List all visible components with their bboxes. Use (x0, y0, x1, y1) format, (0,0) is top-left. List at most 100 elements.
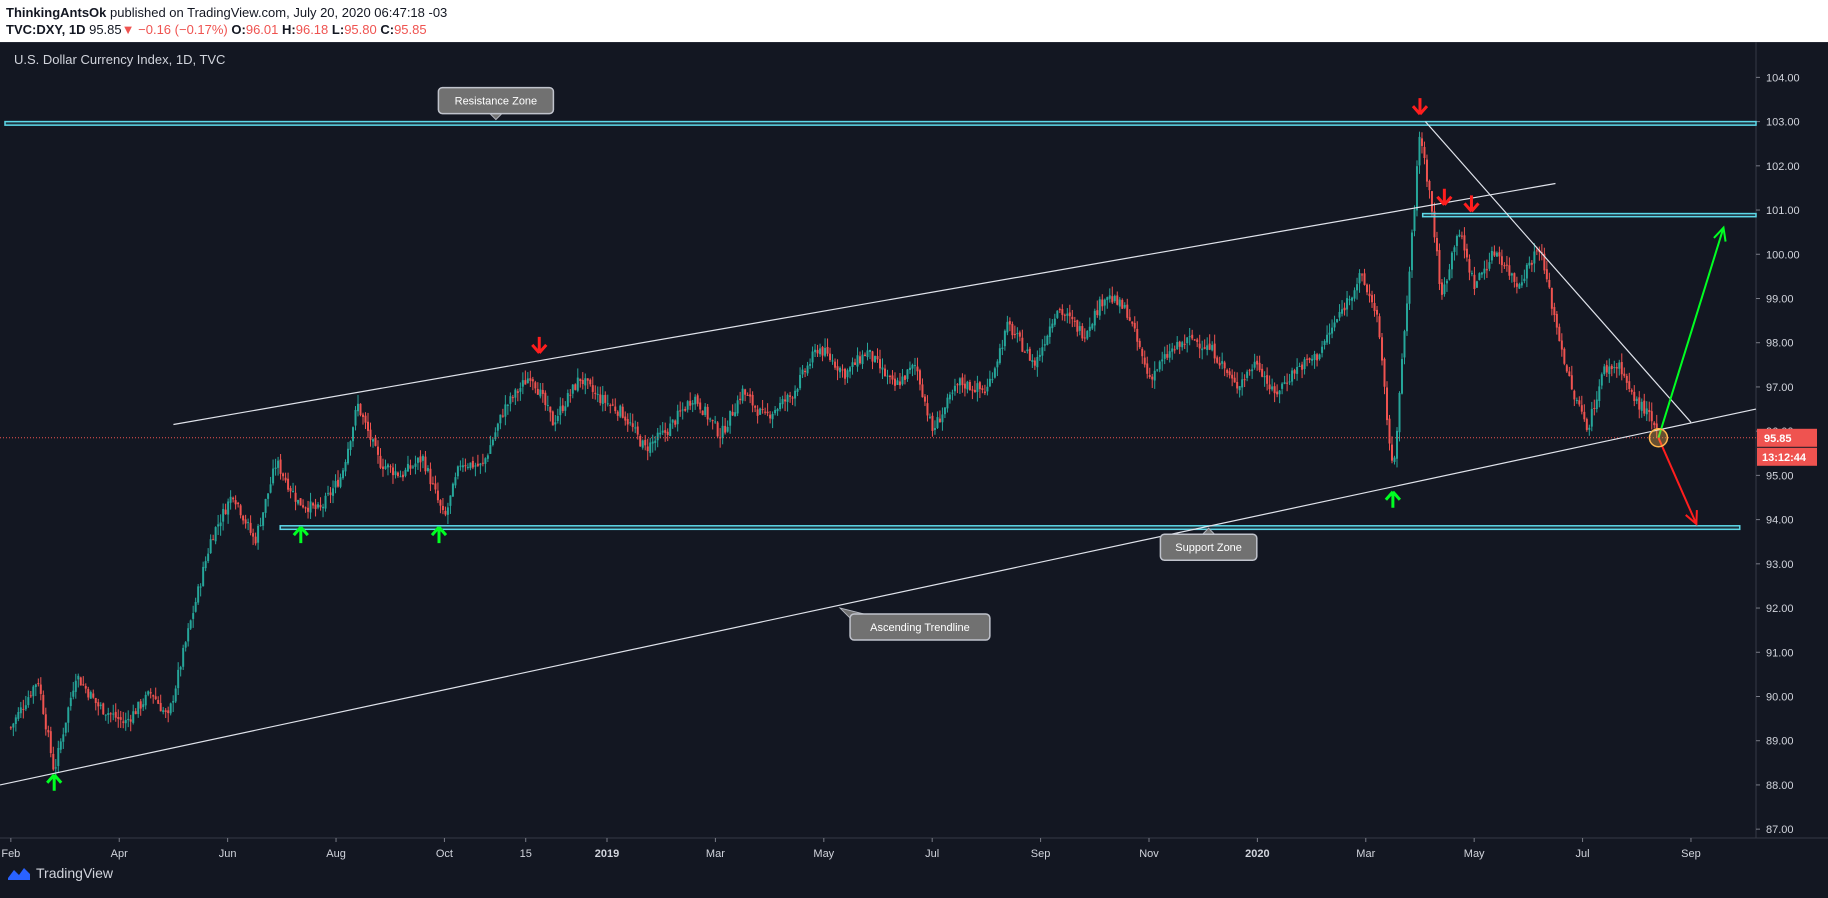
low-value: 95.80 (344, 22, 377, 37)
candle-body (431, 483, 434, 485)
candle-body (1356, 284, 1359, 291)
candle-body (726, 426, 729, 432)
candle-body (1321, 346, 1324, 353)
candle-body (337, 479, 340, 487)
candle-body (157, 700, 160, 704)
candle-body (839, 367, 842, 373)
candle-body (851, 362, 854, 367)
candle-body (1038, 354, 1041, 357)
candle-body (1608, 366, 1611, 375)
ohlc-line: TVC:DXY, 1D 95.85▼ −0.16 (−0.17%) O:96.0… (6, 22, 427, 37)
candle-body (1226, 369, 1229, 373)
y-tick-label: 97.00 (1766, 382, 1794, 394)
candle-body (314, 504, 317, 509)
candle-body (1523, 278, 1526, 282)
current-price-marker (1648, 428, 1669, 448)
candle-body (739, 398, 742, 401)
candle-body (469, 462, 472, 469)
candle-body (716, 422, 719, 437)
candle-body (1096, 310, 1099, 316)
candle-body (1343, 307, 1346, 311)
candle-body (17, 712, 20, 719)
candle-body (1171, 348, 1174, 352)
candle-body (287, 478, 290, 490)
candle-body (1273, 386, 1276, 394)
candle-body (636, 426, 639, 435)
bullish-projection-arrow-head (1713, 225, 1727, 242)
down-arrow-shape (1436, 188, 1453, 206)
last-price: 95.85 (89, 22, 122, 37)
candle-body (1625, 375, 1628, 383)
candle-body (217, 524, 220, 527)
candle-body (282, 473, 285, 477)
candle-body (1453, 247, 1456, 252)
candle-body (529, 378, 532, 381)
candle-body (147, 691, 150, 695)
candle-body (479, 463, 482, 466)
candle-body (1381, 337, 1384, 361)
tradingview-brand[interactable]: TradingView (8, 865, 113, 881)
chart-area[interactable]: 104.00 103.00 102.00 101.00 100.00 99.00 98.00… (0, 42, 1828, 898)
candle-body (751, 394, 754, 406)
chart-canvas[interactable]: 104.00 103.00 102.00 101.00 100.00 99.00 98.00… (0, 42, 1828, 898)
candle-body (1518, 284, 1521, 289)
candle-body (1653, 422, 1656, 426)
candle-body (354, 409, 357, 426)
candle-body (711, 420, 714, 422)
candle-body (366, 421, 369, 431)
candle-body (204, 561, 207, 569)
candle-body (1126, 304, 1129, 318)
candle-body (1358, 273, 1361, 284)
candle-body (1053, 318, 1056, 325)
candle-body (1623, 373, 1626, 376)
candle-body (681, 409, 684, 411)
candle-body (162, 710, 165, 713)
ascending-trendline (0, 408, 1757, 786)
down-triangle-icon: ▼ (121, 22, 135, 37)
candle-body (317, 504, 320, 508)
candle-body (1156, 369, 1159, 371)
symbol-label[interactable]: TVC:DXY, 1D (6, 22, 86, 37)
candle-body (1371, 295, 1374, 303)
author-name[interactable]: ThinkingAntsOk (6, 5, 107, 20)
candle-body (1091, 324, 1094, 329)
candle-body (1438, 250, 1441, 284)
support-zone (279, 525, 1741, 531)
candle-body (536, 388, 539, 395)
candle-body (1181, 342, 1184, 348)
candle-body (1283, 382, 1286, 384)
candle-body (307, 507, 310, 512)
candle-body (1233, 377, 1236, 383)
candle-body (34, 684, 37, 688)
candle-body (1281, 383, 1284, 389)
candle-body (456, 466, 459, 477)
candle-body (1278, 390, 1281, 395)
candle-body (1031, 360, 1034, 362)
candle-body (1121, 299, 1124, 309)
candle-body (1475, 281, 1478, 288)
annotation-callout: Ascending Trendline (838, 607, 991, 641)
candle-body (1221, 361, 1224, 364)
candle-body (1061, 309, 1064, 315)
candle-body (951, 392, 954, 394)
candle-body (799, 374, 802, 389)
candle-body (689, 400, 692, 406)
candle-body (1128, 317, 1131, 321)
candle-body (1588, 427, 1591, 430)
candle-body (1520, 282, 1523, 286)
candle-body (1036, 356, 1039, 368)
candle-body (958, 378, 961, 386)
candle-body (1570, 375, 1573, 390)
candle-body (229, 496, 232, 503)
candle-body (1063, 314, 1066, 316)
candle-body (29, 695, 32, 697)
candle-body (194, 602, 197, 612)
candle-body (1046, 335, 1049, 345)
candle-body (1028, 348, 1031, 361)
up-arrow-icon (1384, 490, 1402, 508)
candle-body (1218, 362, 1221, 366)
candle-body (1236, 381, 1239, 389)
candle-body (1543, 253, 1546, 271)
candle-body (1071, 316, 1074, 320)
candle-body (556, 416, 559, 421)
